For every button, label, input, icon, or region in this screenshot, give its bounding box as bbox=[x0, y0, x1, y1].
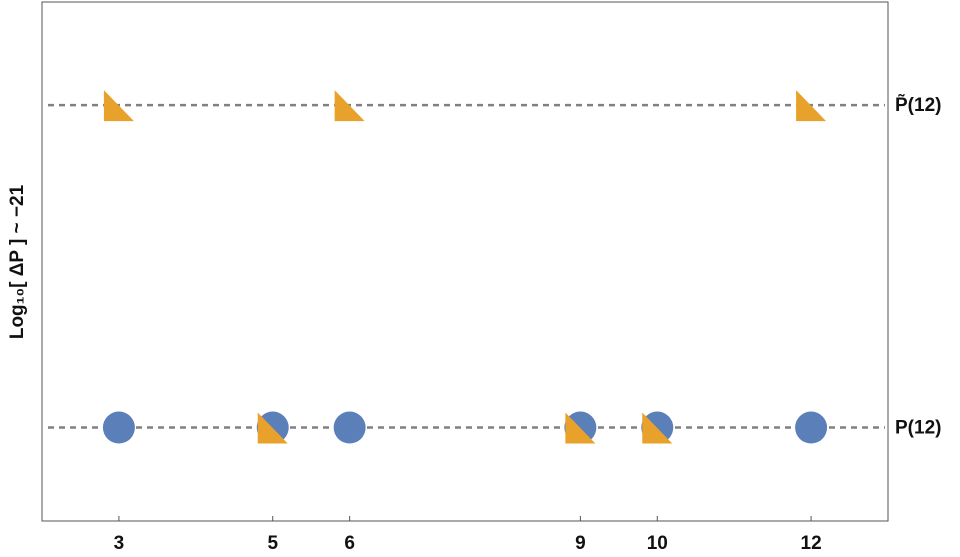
y-axis-label: Log₁₀[ ΔP ] ~ −21 bbox=[7, 184, 28, 339]
point bbox=[565, 412, 596, 444]
point bbox=[257, 412, 288, 444]
point bbox=[642, 412, 673, 444]
point bbox=[334, 90, 365, 122]
y-tick-label: P(12) bbox=[895, 418, 941, 439]
point bbox=[333, 411, 366, 444]
x-tick-label: 10 bbox=[647, 533, 668, 554]
x-tick-label: 9 bbox=[575, 533, 586, 554]
y-tick-label: P̃(12) bbox=[895, 93, 941, 116]
x-tick-label: 3 bbox=[114, 533, 125, 554]
x-tick-label: 6 bbox=[344, 533, 355, 554]
point bbox=[795, 411, 828, 444]
x-tick-label: 12 bbox=[801, 533, 822, 554]
point bbox=[796, 90, 827, 122]
x-tick-label: 5 bbox=[267, 533, 278, 554]
plot-frame bbox=[41, 1, 889, 522]
point bbox=[103, 90, 134, 122]
point bbox=[102, 411, 135, 444]
